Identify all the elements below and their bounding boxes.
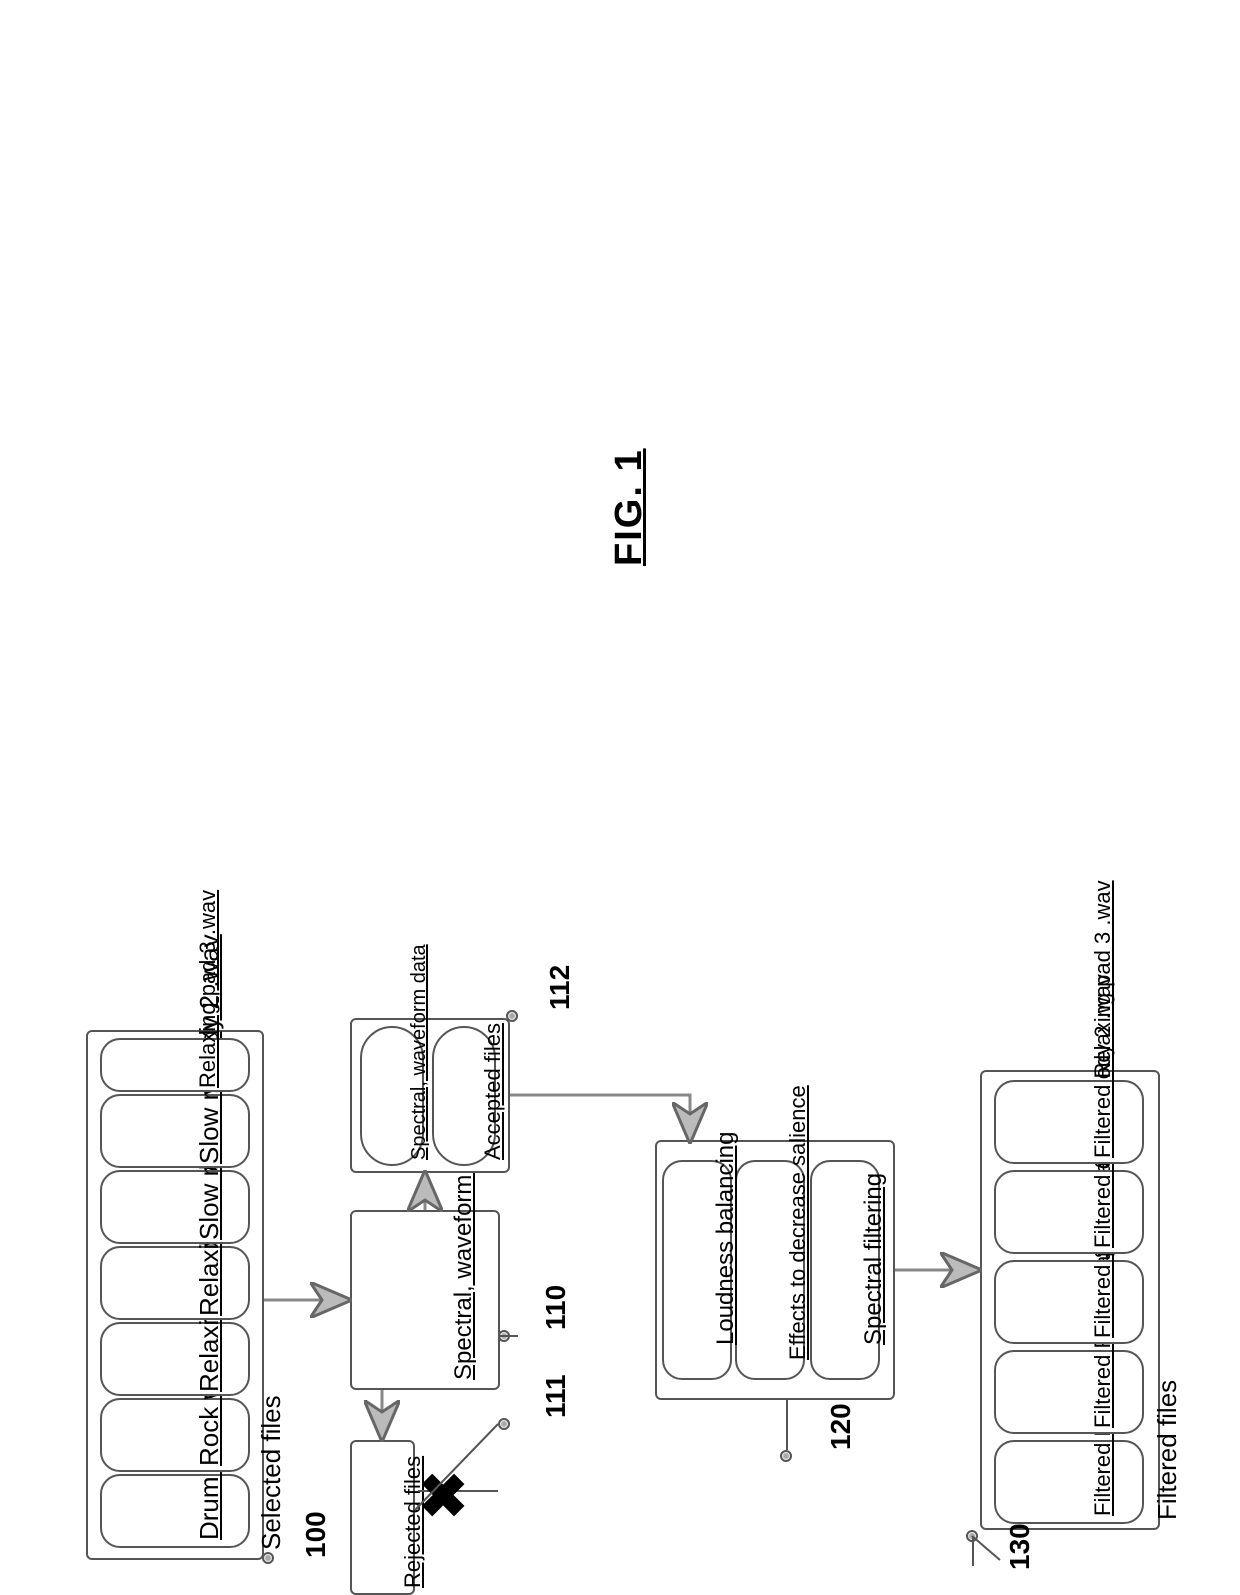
filtered-file-1 — [994, 1440, 1144, 1524]
selected-files-header: Selected files — [256, 1395, 287, 1550]
processing-1-label: Spectral filtering — [860, 1173, 888, 1345]
selected-file-7-label: Relaxing pad 3 .wav — [195, 890, 220, 1088]
selected-file-1-label: Drum solo.wav — [195, 1478, 225, 1540]
filtered-files-header: Filtered files — [1152, 1380, 1183, 1520]
selected-file-2 — [100, 1398, 250, 1472]
ref-120: 120 — [825, 1403, 857, 1450]
spectral-data-label: Spectral, waveform data — [408, 944, 431, 1160]
filtered-file-2 — [994, 1350, 1144, 1434]
ref-112: 112 — [544, 965, 576, 1010]
ref-110-bulb — [498, 1330, 510, 1342]
selected-file-7 — [100, 1038, 250, 1092]
ref-111-bulb — [498, 1418, 510, 1430]
figure-title: FIG. 1 — [608, 448, 651, 566]
ref-120-bulb — [780, 1450, 792, 1462]
processing-2-label: Effects to decrease salience — [785, 1085, 810, 1360]
selected-file-4 — [100, 1246, 250, 1320]
ref-111: 111 — [540, 1374, 572, 1418]
ref-100: 100 — [300, 1511, 332, 1558]
processing-3-label: Loudness balancing — [712, 1131, 740, 1345]
filtered-file-3 — [994, 1260, 1144, 1344]
selected-file-6 — [100, 1094, 250, 1168]
filtered-file-4 — [994, 1170, 1144, 1254]
ref-112-bulb — [506, 1010, 518, 1022]
selected-file-1 — [100, 1474, 250, 1548]
ref-100-bulb — [262, 1552, 274, 1564]
selected-file-3 — [100, 1322, 250, 1396]
filtered-file-5-label: Filtered Relaxing pad 3 .wav — [1090, 880, 1115, 1158]
selected-file-5 — [100, 1170, 250, 1244]
accepted-files-label: Accepted files — [480, 1023, 506, 1160]
ref-130: 130 — [1004, 1523, 1036, 1570]
diagram-canvas: FIG. 1 Selected files Drum solo.wav Rock… — [0, 0, 1240, 1594]
reject-x-icon: ✖ — [410, 1470, 480, 1520]
ref-110: 110 — [540, 1285, 572, 1330]
filtered-file-5 — [994, 1080, 1144, 1164]
